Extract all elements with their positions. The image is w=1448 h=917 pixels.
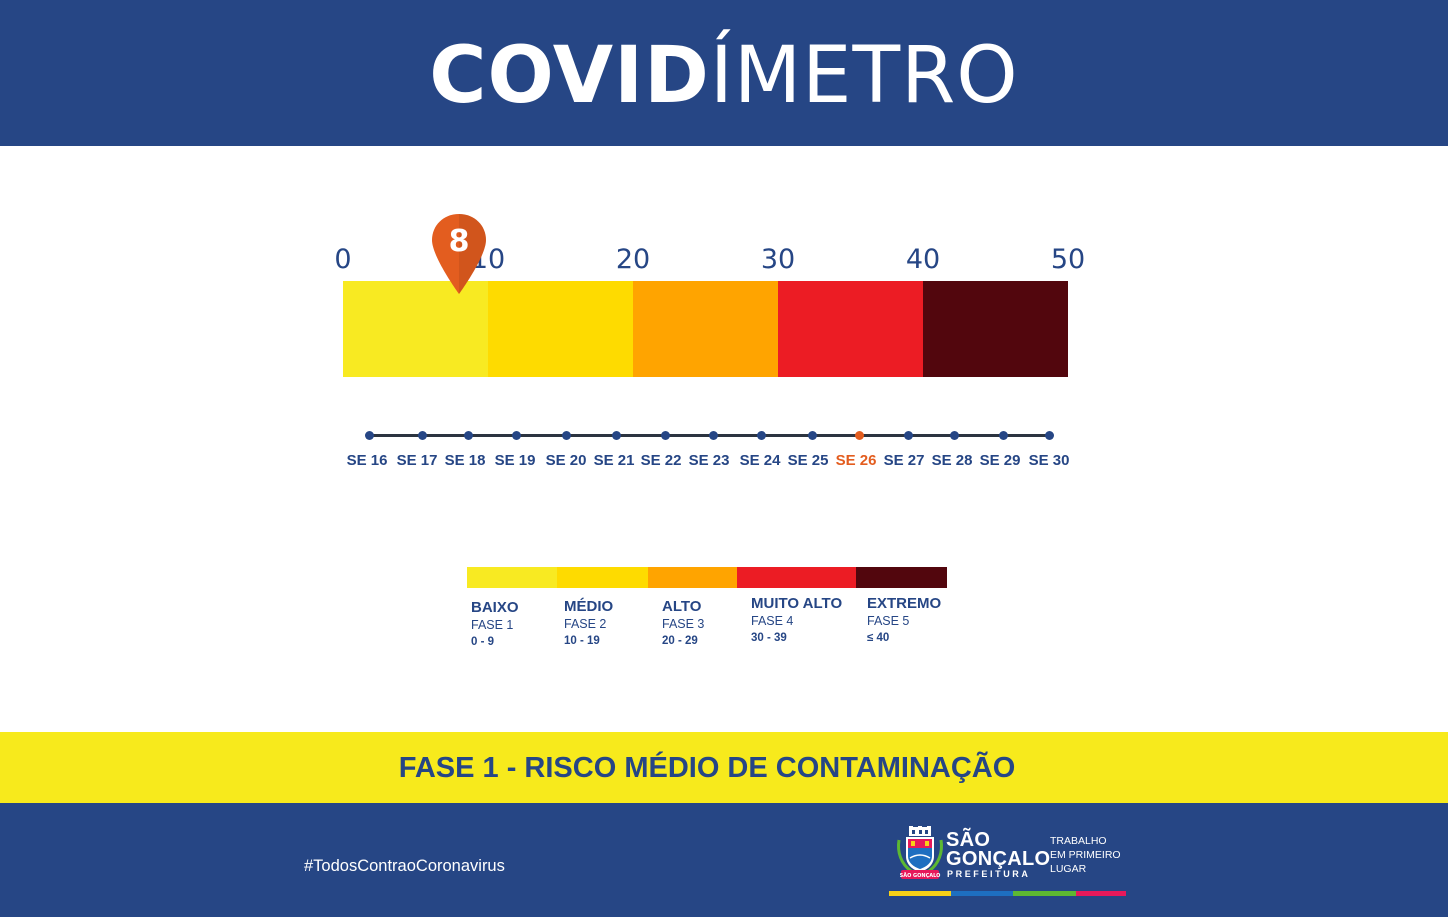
timeline-dot	[611, 431, 621, 440]
week-label: SE 28	[931, 452, 973, 469]
legend-range: 0 - 9	[471, 636, 495, 648]
map-pin-icon: 8	[432, 214, 486, 294]
page-title: COVIDÍMETRO	[0, 34, 1448, 118]
scale-label-30: 30	[760, 244, 796, 275]
week-label: SE 23	[688, 452, 730, 469]
brand-stripe-green	[1013, 891, 1076, 896]
week-label-current: SE 26	[835, 452, 877, 469]
week-label: SE 16	[346, 452, 388, 469]
gauge-segment-medio	[488, 281, 634, 377]
timeline-dot	[1044, 431, 1054, 440]
timeline-dot	[756, 431, 766, 440]
footer	[0, 803, 1448, 917]
legend-swatch-baixo	[467, 567, 558, 588]
timeline-dot	[364, 431, 374, 440]
legend-item-alto: ALTO FASE 3 20 - 29	[662, 598, 704, 650]
legend-name: MÉDIO	[564, 598, 614, 615]
brand-stripe-yellow	[889, 891, 951, 896]
legend-name: MUITO ALTO	[751, 595, 843, 612]
legend-swatch-muito-alto	[737, 567, 857, 588]
city-name-line: SÃO	[946, 829, 991, 851]
gauge-segment-muito-alto	[778, 281, 924, 377]
city-name: SÃO GONÇALO	[946, 829, 1051, 870]
legend-phase: FASE 2	[564, 617, 607, 631]
city-name-line: GONÇALO	[946, 848, 1051, 870]
week-label: SE 17	[396, 452, 438, 469]
legend-range: 20 - 29	[662, 635, 698, 647]
timeline-dot	[417, 431, 427, 440]
week-label: SE 25	[787, 452, 829, 469]
scale-label-0: 0	[334, 244, 352, 275]
legend-name: ALTO	[662, 598, 702, 615]
legend-item-muito-alto: MUITO ALTO FASE 4 30 - 39	[751, 595, 842, 647]
brand-stripe-pink	[1076, 891, 1126, 896]
hashtag-text: #TodosContraoCoronavirus	[304, 857, 505, 875]
week-label: SE 30	[1028, 452, 1070, 469]
timeline-dot	[998, 431, 1008, 440]
marker-value: 8	[449, 224, 470, 259]
legend-swatch-alto	[648, 567, 738, 588]
gauge-segment-alto	[633, 281, 779, 377]
timeline-dot	[660, 431, 670, 440]
scale-label-50: 50	[1050, 244, 1086, 275]
slogan-line: TRABALHO	[1050, 835, 1107, 847]
week-label: SE 18	[444, 452, 486, 469]
legend-phase: FASE 5	[867, 614, 910, 628]
timeline-dot	[903, 431, 913, 440]
week-label: SE 27	[883, 452, 925, 469]
legend-phase: FASE 4	[751, 614, 794, 628]
legend-phase: FASE 3	[662, 617, 705, 631]
title-bold-part: COVID	[429, 31, 710, 121]
timeline-dot	[949, 431, 959, 440]
value-marker: 8	[430, 212, 488, 296]
legend-range: ≤ 40	[867, 632, 890, 644]
week-label: SE 24	[739, 452, 781, 469]
week-label: SE 21	[593, 452, 635, 469]
scale-label-20: 20	[615, 244, 651, 275]
status-message: FASE 1 - RISCO MÉDIO DE CONTAMINAÇÃO	[398, 752, 1016, 784]
gauge-segment-extremo	[923, 281, 1068, 377]
timeline-dot	[511, 431, 521, 440]
gauge-segment-baixo	[343, 281, 489, 377]
timeline-dot	[561, 431, 571, 440]
week-label: SE 22	[640, 452, 682, 469]
title-light-part: ÍMETRO	[709, 31, 1019, 121]
week-label: SE 29	[979, 452, 1021, 469]
status-banner	[0, 732, 1448, 803]
timeline-dot-current	[854, 431, 864, 440]
timeline-dot	[463, 431, 473, 440]
legend-name: BAIXO	[471, 599, 519, 616]
legend-range: 30 - 39	[751, 632, 787, 644]
legend-item-medio: MÉDIO FASE 2 10 - 19	[564, 598, 613, 650]
legend-swatch-extremo	[856, 567, 947, 588]
legend-item-extremo: EXTREMO FASE 5 ≤ 40	[867, 595, 941, 647]
header-banner	[0, 0, 1448, 146]
slogan: TRABALHO EM PRIMEIRO LUGAR	[1050, 834, 1140, 876]
legend-swatch-medio	[557, 567, 649, 588]
prefeitura-label: PREFEITURA	[947, 869, 1031, 879]
week-label: SE 20	[545, 452, 587, 469]
legend-phase: FASE 1	[471, 618, 514, 632]
scale-label-40: 40	[905, 244, 941, 275]
crest-ribbon-text: SÃO GONÇALO	[900, 872, 941, 879]
legend-range: 10 - 19	[564, 635, 600, 647]
crest-icon: SÃO GONÇALO	[897, 826, 943, 879]
legend-name: EXTREMO	[867, 595, 942, 612]
slogan-line: LUGAR	[1050, 863, 1087, 875]
legend-item-baixo: BAIXO FASE 1 0 - 9	[471, 599, 519, 651]
slogan-line: EM PRIMEIRO	[1050, 849, 1121, 861]
city-crest-logo: SÃO GONÇALO	[895, 826, 945, 882]
timeline-dot	[708, 431, 718, 440]
timeline-dot	[807, 431, 817, 440]
week-label: SE 19	[494, 452, 536, 469]
brand-stripe-blue	[951, 891, 1013, 896]
